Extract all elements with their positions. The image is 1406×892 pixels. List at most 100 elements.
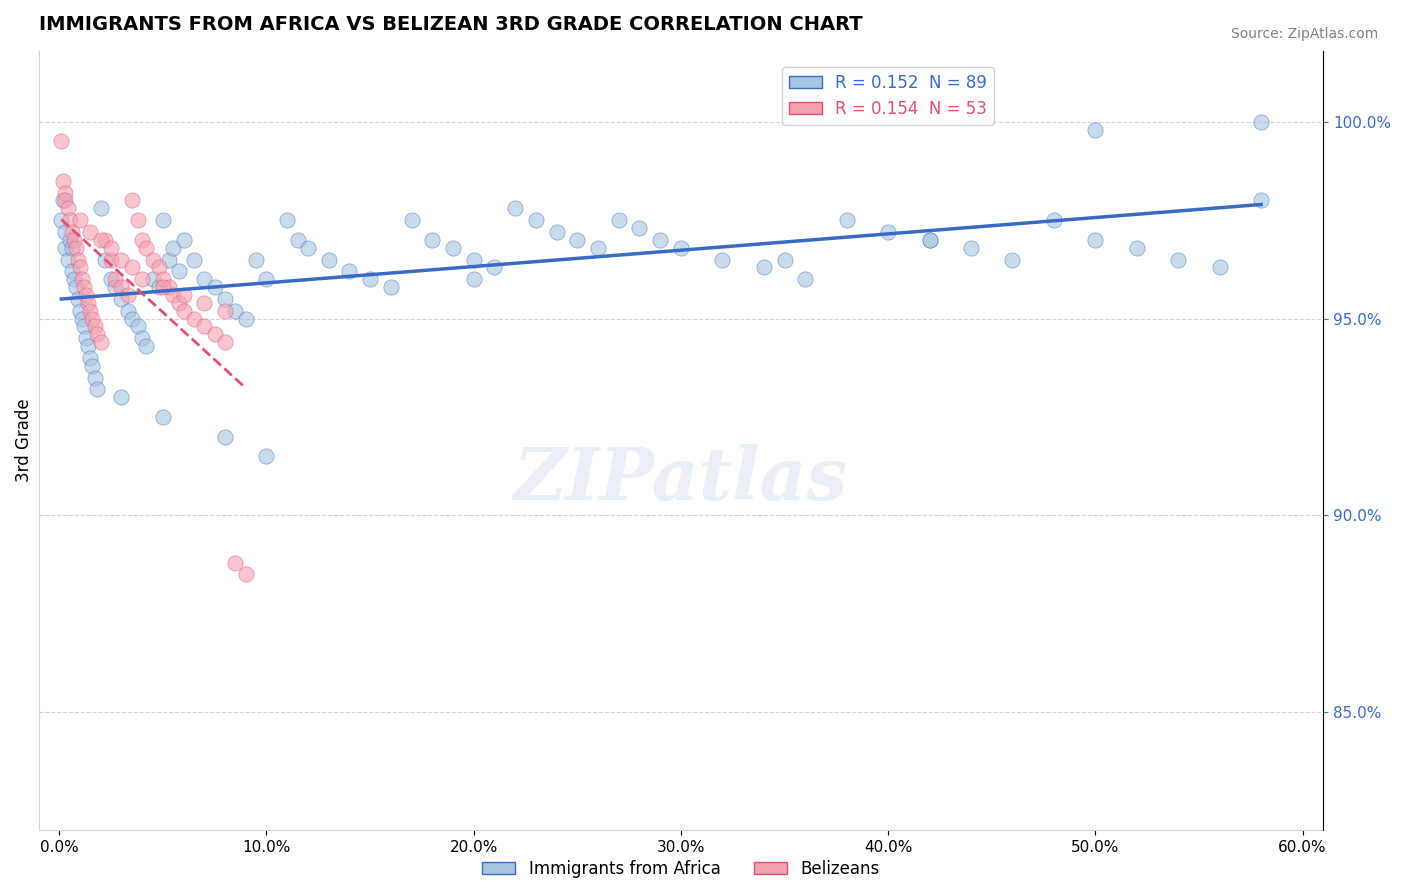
Point bbox=[131, 331, 153, 345]
Point bbox=[193, 272, 215, 286]
Point bbox=[141, 252, 163, 267]
Point bbox=[52, 174, 75, 188]
Point bbox=[104, 272, 127, 286]
Point bbox=[121, 311, 143, 326]
Point bbox=[441, 241, 464, 255]
Point bbox=[59, 213, 82, 227]
Point bbox=[59, 233, 82, 247]
Point bbox=[152, 272, 174, 286]
Point bbox=[69, 260, 91, 275]
Point bbox=[918, 233, 941, 247]
Point bbox=[56, 252, 79, 267]
Point bbox=[297, 241, 319, 255]
Point bbox=[51, 213, 73, 227]
Point bbox=[669, 241, 692, 255]
Point bbox=[83, 319, 105, 334]
Point bbox=[51, 135, 73, 149]
Point bbox=[152, 213, 174, 227]
Point bbox=[62, 272, 84, 286]
Point bbox=[256, 450, 278, 464]
Point bbox=[65, 280, 87, 294]
Point bbox=[127, 319, 149, 334]
Point bbox=[121, 260, 143, 275]
Point bbox=[773, 252, 796, 267]
Point bbox=[60, 241, 83, 255]
Point bbox=[110, 280, 132, 294]
Point bbox=[157, 252, 180, 267]
Point bbox=[287, 233, 309, 247]
Point bbox=[117, 303, 139, 318]
Point bbox=[173, 303, 195, 318]
Point bbox=[503, 202, 526, 216]
Point bbox=[77, 339, 100, 353]
Point bbox=[62, 233, 84, 247]
Point bbox=[235, 567, 257, 582]
Point bbox=[69, 303, 91, 318]
Point bbox=[69, 213, 91, 227]
Point bbox=[131, 233, 153, 247]
Point bbox=[420, 233, 443, 247]
Point bbox=[94, 252, 117, 267]
Point bbox=[121, 194, 143, 208]
Point bbox=[79, 303, 101, 318]
Text: ZIPatlas: ZIPatlas bbox=[513, 444, 848, 515]
Point bbox=[1043, 213, 1066, 227]
Point bbox=[877, 225, 900, 239]
Point bbox=[204, 327, 226, 342]
Point bbox=[193, 295, 215, 310]
Point bbox=[918, 233, 941, 247]
Point bbox=[90, 335, 112, 350]
Point bbox=[83, 370, 105, 384]
Point bbox=[152, 409, 174, 424]
Point bbox=[152, 280, 174, 294]
Point bbox=[82, 311, 104, 326]
Point bbox=[135, 241, 157, 255]
Point bbox=[1001, 252, 1024, 267]
Text: IMMIGRANTS FROM AFRICA VS BELIZEAN 3RD GRADE CORRELATION CHART: IMMIGRANTS FROM AFRICA VS BELIZEAN 3RD G… bbox=[38, 15, 862, 34]
Point bbox=[110, 390, 132, 404]
Point bbox=[711, 252, 734, 267]
Point bbox=[79, 351, 101, 365]
Point bbox=[60, 225, 83, 239]
Point bbox=[546, 225, 568, 239]
Point bbox=[183, 252, 205, 267]
Point bbox=[148, 280, 170, 294]
Point bbox=[52, 194, 75, 208]
Point bbox=[131, 272, 153, 286]
Point bbox=[90, 202, 112, 216]
Point bbox=[484, 260, 506, 275]
Point bbox=[214, 303, 236, 318]
Point bbox=[1084, 233, 1107, 247]
Point bbox=[60, 264, 83, 278]
Point bbox=[162, 288, 184, 302]
Point bbox=[1250, 194, 1272, 208]
Point bbox=[337, 264, 360, 278]
Point bbox=[127, 213, 149, 227]
Point bbox=[75, 288, 97, 302]
Point bbox=[586, 241, 609, 255]
Point bbox=[79, 225, 101, 239]
Point bbox=[55, 241, 77, 255]
Point bbox=[401, 213, 423, 227]
Text: Source: ZipAtlas.com: Source: ZipAtlas.com bbox=[1230, 27, 1378, 41]
Point bbox=[94, 233, 117, 247]
Point bbox=[90, 233, 112, 247]
Point bbox=[607, 213, 630, 227]
Point bbox=[567, 233, 589, 247]
Point bbox=[157, 280, 180, 294]
Point bbox=[794, 272, 817, 286]
Point bbox=[66, 292, 89, 306]
Point bbox=[82, 359, 104, 373]
Point bbox=[70, 311, 93, 326]
Point bbox=[104, 280, 127, 294]
Point bbox=[141, 272, 163, 286]
Point bbox=[524, 213, 547, 227]
Point bbox=[193, 319, 215, 334]
Point bbox=[835, 213, 858, 227]
Point bbox=[65, 241, 87, 255]
Point bbox=[318, 252, 340, 267]
Point bbox=[1167, 252, 1189, 267]
Point bbox=[463, 272, 485, 286]
Point bbox=[1250, 114, 1272, 128]
Point bbox=[162, 241, 184, 255]
